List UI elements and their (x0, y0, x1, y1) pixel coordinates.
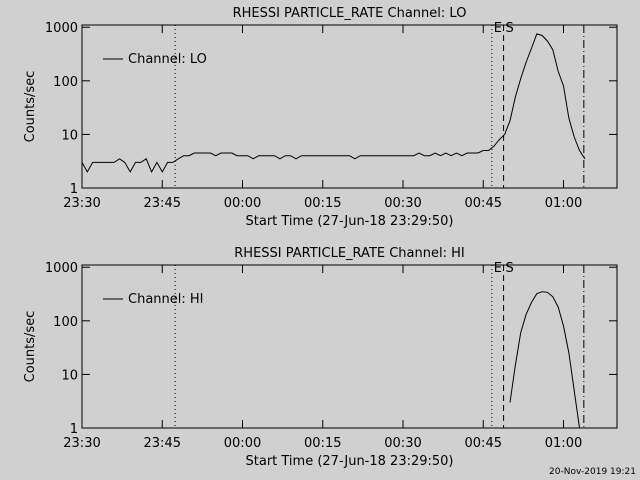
y-tick-label: 1000 (45, 21, 78, 36)
x-axis-label: Start Time (27-Jun-18 23:29:50) (246, 454, 454, 469)
plot-frame (81, 24, 618, 189)
data-line (81, 33, 586, 174)
x-tick-label: 00:15 (304, 436, 341, 451)
y-tick-label: 10 (61, 368, 78, 383)
x-tick-label: 00:45 (465, 436, 502, 451)
marker-label: E (494, 261, 502, 276)
y-tick-label: 1 (70, 422, 78, 437)
data-line (509, 291, 580, 429)
marker-label: S (505, 261, 513, 276)
y-tick-label: 1000 (45, 261, 78, 276)
y-axis-label: Counts/sec (23, 71, 38, 143)
marker-label: S (505, 21, 513, 36)
x-tick-label: 23:30 (63, 436, 100, 451)
x-tick-label: 00:15 (304, 196, 341, 211)
x-tick-label: 00:00 (224, 196, 261, 211)
x-tick-label: 23:45 (144, 436, 181, 451)
x-tick-label: 00:30 (384, 436, 421, 451)
x-axis-label: Start Time (27-Jun-18 23:29:50) (246, 214, 454, 229)
chart-title: RHESSI PARTICLE_RATE Channel: HI (234, 246, 464, 261)
x-tick-label: 00:30 (384, 196, 421, 211)
y-tick-label: 100 (53, 315, 78, 330)
footer-date: 20-Nov-2019 19:21 (549, 467, 636, 477)
x-tick-label: 23:45 (144, 196, 181, 211)
y-axis-label: Counts/sec (23, 311, 38, 383)
chart-title: RHESSI PARTICLE_RATE Channel: LO (233, 6, 467, 21)
y-tick-label: 1 (70, 182, 78, 197)
x-tick-label: 00:00 (224, 436, 261, 451)
y-tick-label: 10 (61, 128, 78, 143)
x-tick-label: 00:45 (465, 196, 502, 211)
y-tick-label: 100 (53, 75, 78, 90)
legend-label: Channel: LO (128, 52, 207, 67)
x-tick-label: 23:30 (63, 196, 100, 211)
legend-label: Channel: HI (128, 292, 204, 307)
x-tick-label: 01:00 (545, 436, 582, 451)
marker-label: E (494, 21, 502, 36)
x-tick-label: 01:00 (545, 196, 582, 211)
plot-frame (81, 264, 618, 429)
